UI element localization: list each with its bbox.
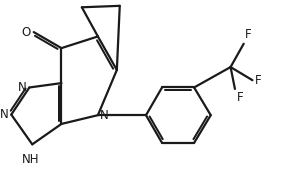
Text: F: F [255, 74, 262, 87]
Text: NH: NH [22, 152, 40, 166]
Text: O: O [22, 26, 31, 39]
Text: N: N [18, 81, 27, 94]
Text: N: N [100, 109, 109, 122]
Text: N: N [0, 108, 9, 121]
Text: F: F [237, 91, 243, 104]
Text: F: F [245, 28, 252, 41]
